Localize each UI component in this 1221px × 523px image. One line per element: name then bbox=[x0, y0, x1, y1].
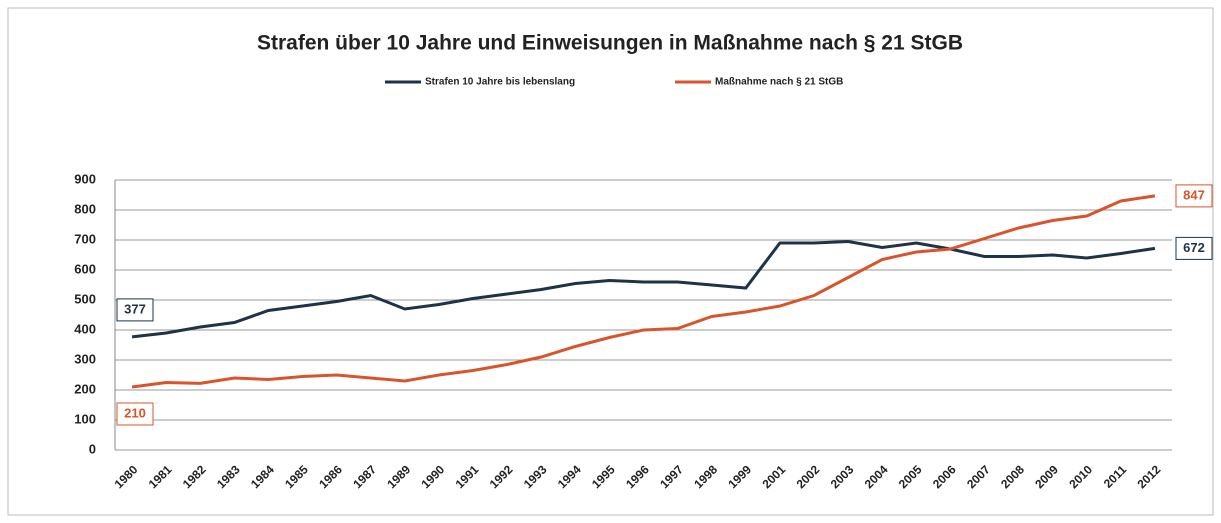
chart-title: Strafen über 10 Jahre und Einweisungen i… bbox=[257, 32, 963, 55]
value-label: 847 bbox=[1183, 187, 1205, 202]
value-label-box bbox=[1175, 236, 1213, 260]
y-tick-label: 900 bbox=[74, 171, 96, 186]
y-tick-label: 700 bbox=[74, 231, 96, 246]
value-label-box bbox=[1175, 184, 1213, 208]
legend-label: Maßnahme nach § 21 StGB bbox=[715, 77, 843, 88]
y-tick-label: 600 bbox=[74, 261, 96, 276]
y-tick-label: 200 bbox=[74, 381, 96, 396]
series-line bbox=[131, 194, 1156, 389]
y-tick-label: 800 bbox=[74, 201, 96, 216]
value-label: 672 bbox=[1183, 240, 1205, 255]
value-label-box bbox=[116, 402, 154, 426]
value-label: 377 bbox=[124, 301, 146, 316]
y-tick-label: 500 bbox=[74, 291, 96, 306]
y-tick-label: 300 bbox=[74, 351, 96, 366]
y-tick-label: 0 bbox=[89, 441, 96, 456]
y-tick-label: 400 bbox=[74, 321, 96, 336]
chart-frame bbox=[7, 7, 1214, 516]
y-tick-label: 100 bbox=[74, 411, 96, 426]
value-label-box bbox=[116, 298, 154, 322]
series-line bbox=[131, 239, 1156, 339]
value-label: 210 bbox=[124, 405, 146, 420]
legend-label: Strafen 10 Jahre bis lebenslang bbox=[425, 77, 575, 88]
